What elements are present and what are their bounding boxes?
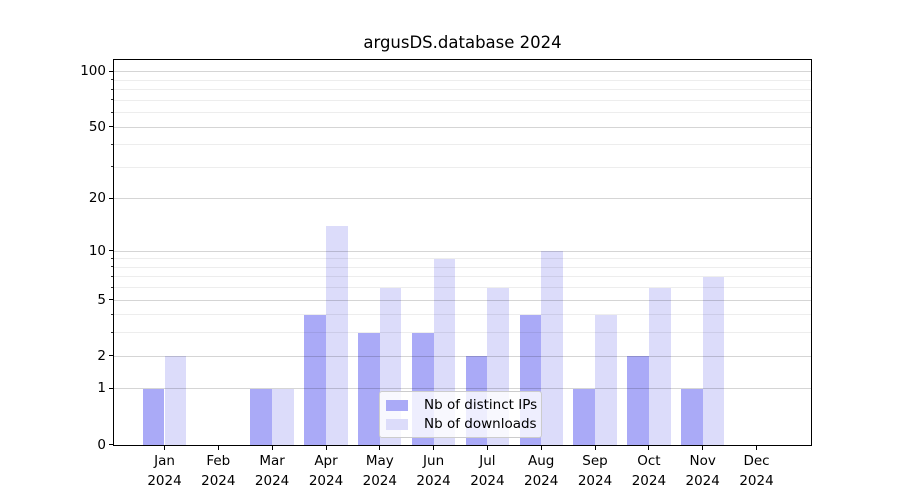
- gridline-major-50: [114, 126, 811, 128]
- gridline-major-20: [114, 198, 811, 200]
- gridline-minor-30: [114, 166, 811, 168]
- y-tick-minor-60: [111, 111, 113, 113]
- y-tick-1: [109, 387, 113, 389]
- x-tick-may-2024: [379, 446, 381, 450]
- y-tick-minor-8: [111, 266, 113, 268]
- x-tick-mar-2024: [271, 446, 273, 450]
- y-tick-minor-4: [111, 313, 113, 315]
- y-tick-minor-70: [111, 99, 113, 101]
- y-tick-label-1: 1: [97, 380, 106, 397]
- bar-nb-of-distinct-ips-nov-2024: [681, 388, 703, 445]
- x-tick-label-nov-2024: Nov 2024: [685, 453, 720, 489]
- x-tick-label-jun-2024: Jun 2024: [416, 453, 451, 489]
- y-tick-label-5: 5: [97, 291, 106, 308]
- y-tick-minor-9: [111, 257, 113, 259]
- y-tick-minor-30: [111, 166, 113, 168]
- x-tick-oct-2024: [648, 446, 650, 450]
- y-tick-minor-3: [111, 331, 113, 333]
- x-tick-label-apr-2024: Apr 2024: [308, 453, 344, 489]
- x-tick-apr-2024: [325, 446, 327, 450]
- x-tick-nov-2024: [702, 446, 704, 450]
- bar-nb-of-downloads-mar-2024: [272, 388, 294, 445]
- x-tick-jul-2024: [486, 446, 488, 450]
- gridline-major-100: [114, 71, 811, 73]
- x-tick-label-may-2024: May 2024: [362, 453, 397, 489]
- legend-label-distinct-ips: Nb of distinct IPs: [424, 397, 538, 413]
- legend-swatch-downloads: [386, 418, 408, 430]
- y-tick-10: [109, 250, 113, 251]
- legend-label-downloads: Nb of downloads: [424, 416, 537, 432]
- x-tick-dec-2024: [756, 446, 757, 450]
- x-tick-sep-2024: [594, 446, 596, 450]
- y-tick-minor-7: [111, 275, 113, 277]
- x-tick-label-jul-2024: Jul 2024: [470, 453, 505, 489]
- y-tick-label-0: 0: [97, 436, 106, 453]
- bar-nb-of-distinct-ips-jan-2024: [142, 388, 165, 445]
- x-tick-feb-2024: [217, 446, 219, 450]
- y-tick-label-50: 50: [88, 118, 106, 135]
- x-tick-label-jan-2024: Jan 2024: [147, 453, 182, 489]
- y-tick-label-100: 100: [80, 63, 106, 80]
- bar-nb-of-distinct-ips-sep-2024: [573, 388, 595, 445]
- x-tick-label-dec-2024: Dec 2024: [739, 453, 774, 489]
- plot-area: Nb of distinct IPs Nb of downloads: [113, 59, 812, 446]
- bar-nb-of-downloads-sep-2024: [595, 314, 617, 445]
- gridline-minor-40: [114, 144, 811, 146]
- bar-nb-of-distinct-ips-mar-2024: [250, 388, 273, 445]
- gridline-minor-9: [114, 258, 811, 260]
- legend-swatch-distinct-ips: [386, 399, 408, 411]
- x-tick-label-feb-2024: Feb 2024: [201, 453, 236, 489]
- gridline-minor-80: [114, 89, 811, 90]
- gridline-minor-60: [114, 112, 811, 113]
- x-tick-jun-2024: [433, 446, 435, 450]
- y-tick-20: [109, 197, 113, 199]
- bar-nb-of-downloads-jan-2024: [164, 356, 187, 445]
- bar-nb-of-distinct-ips-oct-2024: [627, 356, 649, 445]
- chart-title: argusDS.database 2024: [363, 33, 562, 52]
- bar-nb-of-downloads-apr-2024: [326, 226, 348, 445]
- legend: Nb of distinct IPs Nb of downloads: [379, 391, 542, 438]
- x-tick-aug-2024: [540, 446, 542, 450]
- gridline-major-10: [114, 250, 811, 252]
- x-tick-label-oct-2024: Oct 2024: [631, 453, 667, 489]
- legend-entry-distinct-ips: Nb of distinct IPs: [386, 397, 538, 413]
- y-tick-minor-80: [111, 88, 113, 90]
- gridline-minor-70: [114, 99, 811, 101]
- x-tick-label-sep-2024: Sep 2024: [577, 453, 613, 489]
- y-tick-minor-40: [111, 143, 113, 145]
- bar-nb-of-downloads-oct-2024: [648, 287, 671, 445]
- gridline-minor-8: [114, 266, 811, 268]
- bar-nb-of-distinct-ips-may-2024: [358, 332, 380, 445]
- bar-nb-of-downloads-nov-2024: [702, 276, 725, 445]
- gridline-minor-90: [114, 79, 811, 81]
- y-tick-label-10: 10: [88, 242, 106, 259]
- bar-nb-of-downloads-aug-2024: [541, 251, 563, 445]
- x-tick-label-aug-2024: Aug 2024: [524, 453, 559, 489]
- x-tick-jan-2024: [164, 446, 165, 450]
- y-tick-minor-90: [111, 79, 113, 81]
- y-tick-5: [109, 299, 113, 301]
- y-tick-minor-6: [111, 286, 113, 288]
- y-tick-50: [109, 126, 113, 127]
- y-tick-2: [109, 355, 113, 357]
- y-tick-label-2: 2: [97, 347, 106, 364]
- x-tick-label-mar-2024: Mar 2024: [254, 453, 290, 489]
- bar-nb-of-distinct-ips-apr-2024: [304, 314, 326, 445]
- y-tick-label-20: 20: [88, 190, 106, 207]
- y-tick-0: [109, 444, 113, 445]
- legend-entry-downloads: Nb of downloads: [386, 416, 537, 432]
- y-tick-100: [109, 70, 113, 72]
